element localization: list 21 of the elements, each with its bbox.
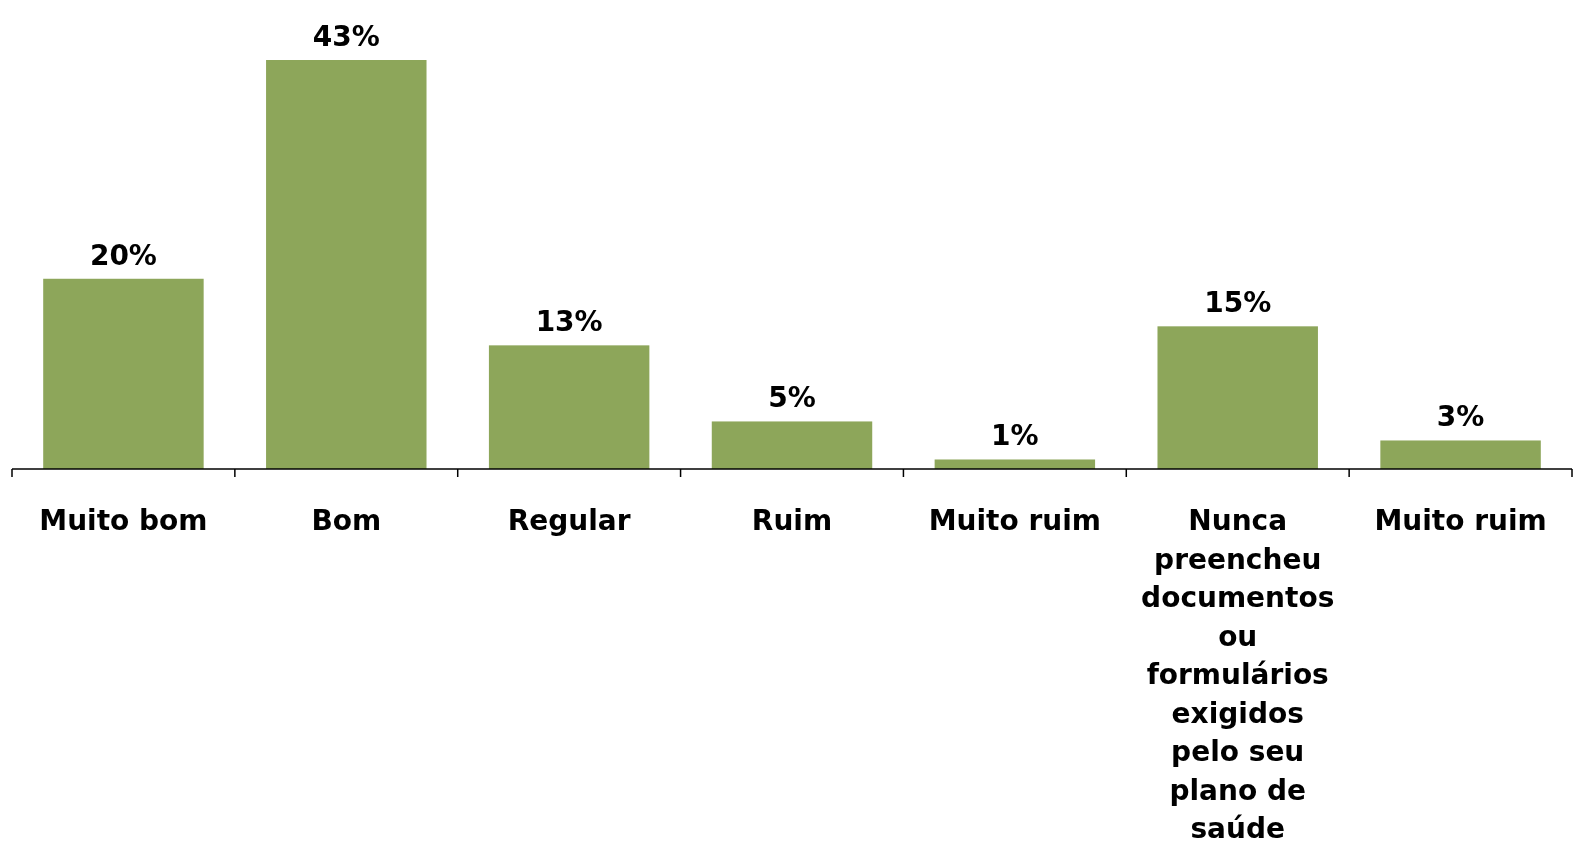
x-tick-label: Regular [507, 504, 631, 537]
data-label: 13% [535, 305, 603, 339]
bar [934, 459, 1096, 469]
data-label: 20% [89, 238, 157, 272]
x-tick-label: Muito ruim [928, 504, 1101, 537]
data-label: 3% [1436, 400, 1485, 434]
bar [266, 60, 427, 469]
bar [711, 421, 873, 469]
bar [43, 278, 204, 469]
data-label: 15% [1204, 286, 1272, 320]
x-tick-label: Muito ruim [1374, 504, 1547, 537]
x-tick-label: Muito bom [39, 504, 208, 537]
x-tick-label: Bom [311, 504, 382, 537]
bar [1157, 326, 1318, 469]
data-label: 5% [768, 381, 816, 415]
bar [488, 345, 650, 469]
data-label: 1% [991, 419, 1039, 453]
bar [1380, 440, 1541, 469]
x-tick-label: Ruim [751, 504, 833, 537]
data-label: 43% [312, 20, 380, 53]
category-label: Nunca preencheu documentos ou formulários exigidos pelo seu plano de saúde [1141, 504, 1335, 845]
